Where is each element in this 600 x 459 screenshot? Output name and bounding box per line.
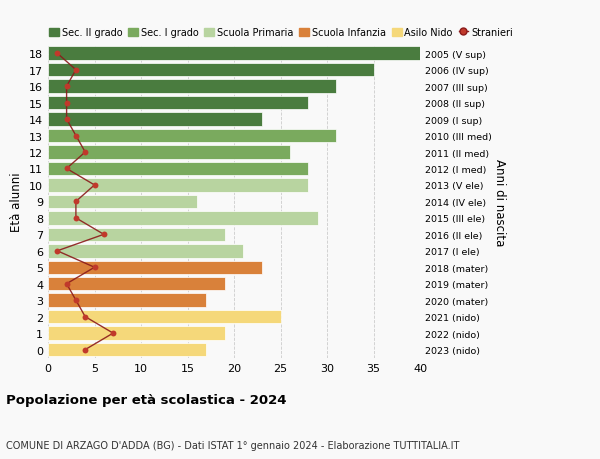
Bar (48, 195, 197, 209)
Bar (48, 310, 281, 324)
Bar (48, 277, 225, 291)
Point (99, 231, 109, 239)
Bar (48, 97, 308, 110)
Point (62, 165, 71, 173)
Point (90, 264, 100, 271)
Text: COMUNE DI ARZAGO D'ADDA (BG) - Dati ISTAT 1° gennaio 2024 - Elaborazione TUTTITA: COMUNE DI ARZAGO D'ADDA (BG) - Dati ISTA… (6, 440, 460, 450)
Point (109, 330, 118, 337)
Point (71, 133, 81, 140)
Bar (48, 129, 337, 143)
Bar (48, 64, 373, 77)
Bar (48, 228, 225, 241)
Point (80, 313, 90, 321)
Bar (48, 212, 318, 225)
Bar (48, 113, 262, 127)
Bar (48, 294, 206, 307)
Point (62, 280, 71, 288)
Bar (48, 261, 262, 274)
Text: Popolazione per età scolastica - 2024: Popolazione per età scolastica - 2024 (6, 393, 287, 406)
Point (90, 182, 100, 189)
Point (71, 67, 81, 74)
Point (53, 50, 62, 58)
Point (62, 100, 71, 107)
Point (71, 198, 81, 206)
Bar (48, 47, 430, 61)
Bar (48, 343, 206, 357)
Bar (48, 179, 308, 192)
Point (62, 116, 71, 123)
Bar (48, 146, 290, 159)
Point (71, 297, 81, 304)
Y-axis label: Anni di nascita: Anni di nascita (493, 158, 506, 246)
Legend: Sec. II grado, Sec. I grado, Scuola Primaria, Scuola Infanzia, Asilo Nido, Stran: Sec. II grado, Sec. I grado, Scuola Prim… (49, 28, 513, 38)
Point (62, 83, 71, 90)
Point (53, 247, 62, 255)
Point (71, 215, 81, 222)
Bar (48, 245, 244, 258)
Bar (48, 80, 337, 94)
Bar (48, 327, 225, 340)
Bar (48, 162, 308, 176)
Y-axis label: Età alunni: Età alunni (10, 172, 23, 232)
Point (80, 346, 90, 353)
Point (80, 149, 90, 157)
